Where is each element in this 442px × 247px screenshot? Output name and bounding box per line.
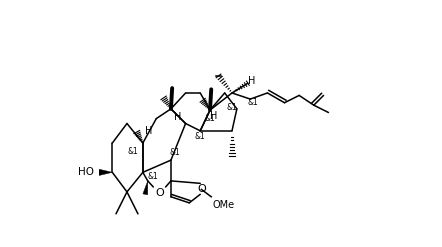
Text: H: H bbox=[174, 112, 182, 123]
Text: H: H bbox=[210, 111, 217, 121]
Text: HO: HO bbox=[78, 167, 94, 177]
Text: &1: &1 bbox=[248, 98, 258, 107]
Text: &1: &1 bbox=[205, 114, 215, 123]
Text: H: H bbox=[248, 77, 256, 86]
Polygon shape bbox=[99, 169, 112, 176]
Text: H: H bbox=[145, 126, 152, 136]
Text: &1: &1 bbox=[169, 148, 180, 157]
Text: OMe: OMe bbox=[213, 200, 235, 210]
Text: O: O bbox=[197, 185, 206, 194]
Text: &1: &1 bbox=[128, 147, 138, 156]
Text: &1: &1 bbox=[195, 132, 206, 142]
Text: O: O bbox=[155, 188, 164, 198]
Text: &1: &1 bbox=[227, 103, 237, 112]
Text: &1: &1 bbox=[147, 171, 158, 181]
Polygon shape bbox=[143, 181, 148, 195]
